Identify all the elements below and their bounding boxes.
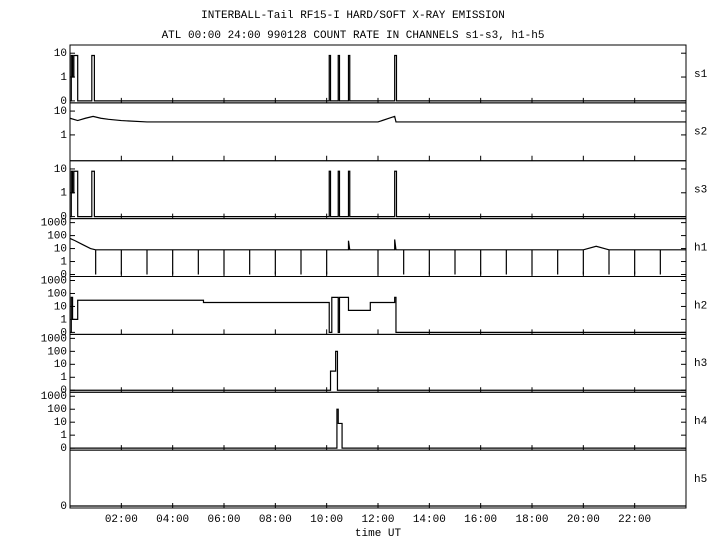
x-tick-label: 20:00 xyxy=(567,514,600,526)
y-tick-label: 10 xyxy=(54,359,67,371)
panel-frame xyxy=(69,102,687,162)
y-tick-label: 10 xyxy=(54,243,67,255)
y-tick-label: 1000 xyxy=(41,391,67,403)
y-tick-label: 1 xyxy=(60,188,67,200)
chart-subtitle: ATL 00:00 24:00 990128 COUNT RATE IN CHA… xyxy=(162,30,545,42)
y-tick-label: 0 xyxy=(60,212,67,224)
panel-label: s3 xyxy=(694,185,707,197)
y-tick-label: 100 xyxy=(47,231,67,243)
panel-frame xyxy=(69,160,687,220)
x-tick-label: 16:00 xyxy=(464,514,497,526)
data-line xyxy=(69,115,686,123)
panel-frame xyxy=(69,333,687,393)
x-tick-label: 04:00 xyxy=(156,514,189,526)
data-line xyxy=(69,237,686,275)
data-line xyxy=(70,54,686,102)
x-tick-label: 14:00 xyxy=(413,514,446,526)
y-tick-label: 1000 xyxy=(41,218,67,230)
panel-label: s2 xyxy=(694,127,707,139)
x-axis-label: time UT xyxy=(355,528,402,540)
y-tick-label: 100 xyxy=(47,404,67,416)
y-tick-label: 10 xyxy=(54,106,67,118)
y-tick-label: 1 xyxy=(60,430,67,442)
data-line xyxy=(70,408,686,449)
x-tick-label: 12:00 xyxy=(361,514,394,526)
panel-label: h4 xyxy=(694,416,708,428)
data-line xyxy=(70,170,686,218)
chart-title: INTERBALL-Tail RF15-I HARD/SOFT X-RAY EM… xyxy=(201,10,505,22)
y-tick-label: 0 xyxy=(60,96,67,108)
data-line xyxy=(70,350,686,391)
panel-frame xyxy=(69,44,687,104)
panel-frame xyxy=(69,391,687,451)
panel-label: h2 xyxy=(694,300,707,312)
y-tick-label: 1 xyxy=(60,372,67,384)
x-tick-label: 22:00 xyxy=(618,514,651,526)
y-tick-label: 1 xyxy=(60,72,67,84)
x-tick-label: 06:00 xyxy=(207,514,240,526)
panel-frame xyxy=(69,449,687,509)
x-tick-label: 08:00 xyxy=(259,514,292,526)
y-tick-label: 0 xyxy=(60,501,67,513)
x-tick-label: 10:00 xyxy=(310,514,343,526)
panel-label: h5 xyxy=(694,474,707,486)
y-tick-label: 10 xyxy=(54,417,67,429)
panel-label: h3 xyxy=(694,358,707,370)
y-tick-label: 100 xyxy=(47,288,67,300)
y-tick-label: 100 xyxy=(47,346,67,358)
panel-frame xyxy=(69,276,687,335)
y-tick-label: 0 xyxy=(60,385,67,397)
y-tick-label: 10 xyxy=(54,301,67,313)
y-tick-label: 1 xyxy=(60,314,67,326)
x-tick-label: 18:00 xyxy=(515,514,548,526)
y-tick-label: 1000 xyxy=(41,333,67,345)
panel-label: h1 xyxy=(694,242,708,254)
y-tick-label: 0 xyxy=(60,269,67,281)
y-tick-label: 0 xyxy=(60,327,67,339)
data-line xyxy=(70,296,686,333)
panel-label: s1 xyxy=(694,69,708,81)
y-tick-label: 0 xyxy=(60,443,67,455)
y-tick-label: 1000 xyxy=(41,275,67,287)
y-tick-label: 1 xyxy=(60,130,67,142)
y-tick-label: 10 xyxy=(54,164,67,176)
y-tick-label: 1 xyxy=(60,256,67,268)
y-tick-label: 10 xyxy=(54,48,67,60)
x-tick-label: 02:00 xyxy=(105,514,138,526)
